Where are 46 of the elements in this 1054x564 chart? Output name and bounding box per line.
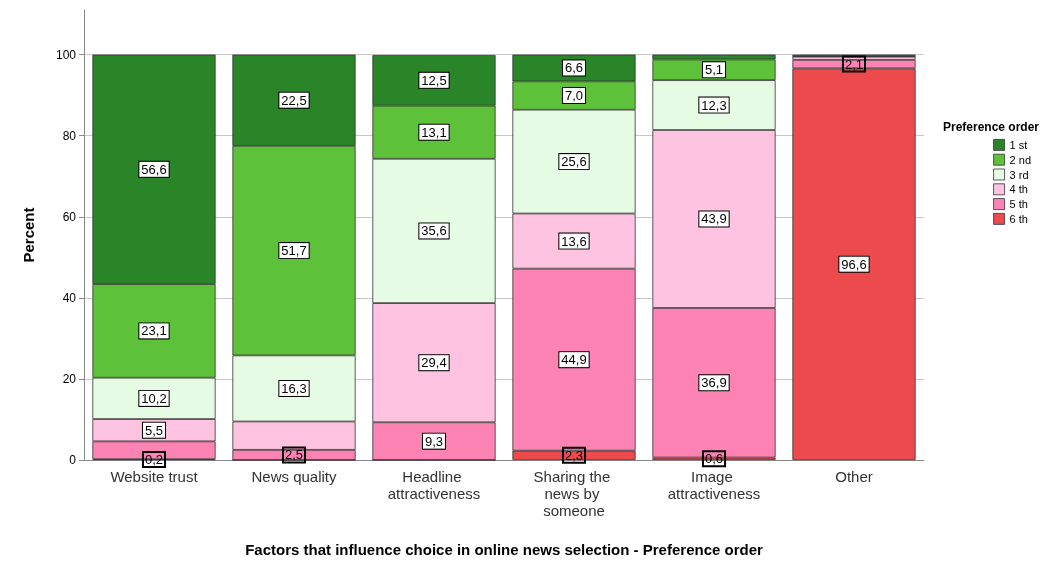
- data-label: 5,5: [144, 422, 164, 438]
- data-label: 2,1: [844, 56, 864, 72]
- data-label: 6,6: [564, 60, 584, 76]
- data-label: 44,9: [561, 352, 587, 368]
- data-label: 10,2: [141, 390, 167, 406]
- data-label: 23,1: [141, 323, 167, 339]
- data-label: 96,6: [841, 256, 867, 272]
- data-label: 16,3: [281, 380, 307, 396]
- data-label: 12,3: [701, 97, 727, 113]
- x-tick-label: Headline attractiveness: [387, 468, 481, 502]
- legend-label: 4 th: [1009, 183, 1028, 196]
- data-label: 2,5: [284, 447, 304, 463]
- legend-label: 3 rd: [1009, 168, 1029, 181]
- y-tick-label: 0: [69, 453, 77, 467]
- legend-label: 5 th: [1009, 198, 1028, 211]
- data-label: 2,3: [564, 447, 584, 463]
- data-label: 25,6: [561, 154, 587, 170]
- data-label: 36,9: [701, 375, 727, 391]
- data-label: 51,7: [281, 243, 307, 259]
- x-tick-label: Other: [835, 468, 873, 485]
- x-tick-label: News quality: [251, 468, 338, 485]
- y-axis-title: Percent: [20, 207, 37, 263]
- data-label: 43,9: [701, 211, 727, 227]
- data-label: 56,6: [141, 161, 167, 177]
- x-tick-label: Sharing the news by someone: [533, 468, 615, 519]
- y-tick-label: 80: [62, 128, 77, 143]
- legend-label: 6 th: [1009, 212, 1028, 225]
- x-tick-label: Image attractiveness: [667, 468, 761, 502]
- x-tick-label: Website trust: [110, 468, 199, 485]
- data-label: 35,6: [421, 223, 447, 239]
- data-label: 7,0: [564, 88, 584, 104]
- data-label: 12,5: [421, 72, 447, 88]
- data-label: 22,5: [281, 92, 307, 108]
- data-label: 9,3: [424, 433, 444, 449]
- x-axis-title: Factors that influence choice in online news selection - Preference order: [245, 541, 763, 558]
- data-label: 13,1: [421, 124, 447, 140]
- y-tick-label: 20: [62, 371, 77, 386]
- data-label: 29,4: [421, 355, 447, 371]
- legend-title: Preference order: [942, 120, 1040, 134]
- y-tick-label: 100: [55, 47, 77, 62]
- legend-label: 2 nd: [1009, 153, 1032, 166]
- legend-label: 1 st: [1009, 138, 1028, 151]
- data-label: 5,1: [704, 62, 724, 78]
- y-tick-label: 40: [62, 290, 77, 305]
- y-tick-label: 60: [62, 209, 77, 224]
- data-label: 13,6: [561, 233, 587, 249]
